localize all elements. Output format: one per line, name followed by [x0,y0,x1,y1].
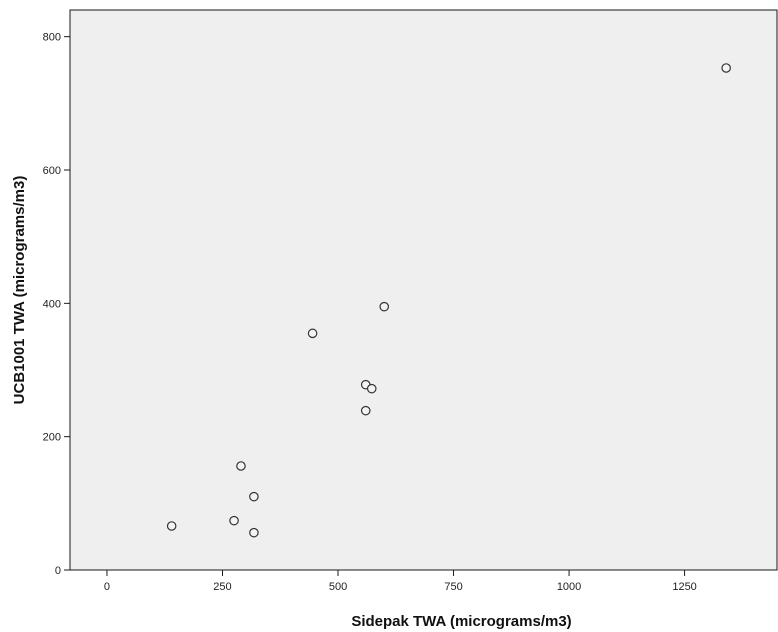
data-point [249,491,259,502]
plot-area [69,9,778,571]
x-axis-title: Sidepak TWA (micrograms/m3) [351,613,571,630]
x-tick-label: 0 [104,581,110,593]
x-tick-label: 250 [213,581,231,593]
x-tick-label: 750 [444,581,462,593]
y-axis-ticks: 0 200 400 600 800 [43,32,70,577]
data-point [360,405,371,416]
data-points [166,63,731,538]
data-point [307,328,318,339]
y-axis-title: UCB1001 TWA (micrograms/m3) [11,176,28,405]
data-point [379,301,390,312]
x-tick-label: 500 [329,581,347,593]
data-point [721,63,731,73]
data-point [236,461,246,471]
y-tick-label: 200 [43,432,61,444]
data-point [166,521,177,531]
data-point [229,515,239,526]
x-axis-ticks: 0 250 500 750 1000 1250 [104,570,697,593]
x-tick-label: 1250 [672,581,696,593]
y-tick-label: 600 [43,165,61,177]
y-tick-label: 400 [43,298,61,310]
data-point [249,527,259,538]
data-point [366,383,377,394]
y-tick-label: 0 [55,565,61,577]
y-tick-label: 800 [43,32,61,44]
x-tick-label: 1000 [557,581,581,593]
